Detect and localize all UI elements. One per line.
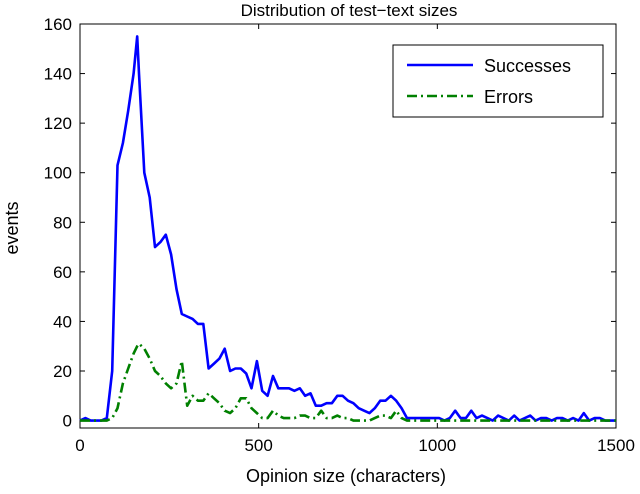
legend: Successes Errors bbox=[392, 44, 604, 118]
y-tick-label: 80 bbox=[53, 213, 72, 232]
series-line-successes bbox=[79, 35, 616, 422]
legend-label: Successes bbox=[484, 56, 571, 76]
legend-label: Errors bbox=[484, 87, 533, 107]
x-axis-label: Opinion size (characters) bbox=[246, 466, 446, 486]
plot-area bbox=[79, 23, 617, 429]
y-tick-label: 160 bbox=[44, 15, 72, 34]
plot-frame bbox=[79, 23, 617, 429]
y-tick-label: 100 bbox=[44, 164, 72, 183]
x-tick-label: 0 bbox=[75, 436, 84, 455]
y-tick-label: 60 bbox=[53, 263, 72, 282]
x-tick-label: 500 bbox=[244, 436, 272, 455]
y-axis-label: events bbox=[2, 201, 22, 254]
x-tick-label: 1000 bbox=[418, 436, 456, 455]
y-tick-label: 140 bbox=[44, 65, 72, 84]
y-tick-label: 40 bbox=[53, 312, 72, 331]
y-axis: 0 20 40 60 80 100 120 140 160 bbox=[44, 15, 616, 431]
x-axis: 0 500 1000 1500 bbox=[75, 24, 635, 455]
y-tick-label: 120 bbox=[44, 114, 72, 133]
series-line-errors bbox=[80, 342, 616, 422]
x-tick-label: 1500 bbox=[597, 436, 635, 455]
legend-box bbox=[392, 44, 604, 118]
chart-title: Distribution of test−text sizes bbox=[241, 1, 458, 20]
y-tick-label: 0 bbox=[63, 412, 72, 431]
y-tick-label: 20 bbox=[53, 362, 72, 381]
series-layer bbox=[79, 35, 616, 422]
